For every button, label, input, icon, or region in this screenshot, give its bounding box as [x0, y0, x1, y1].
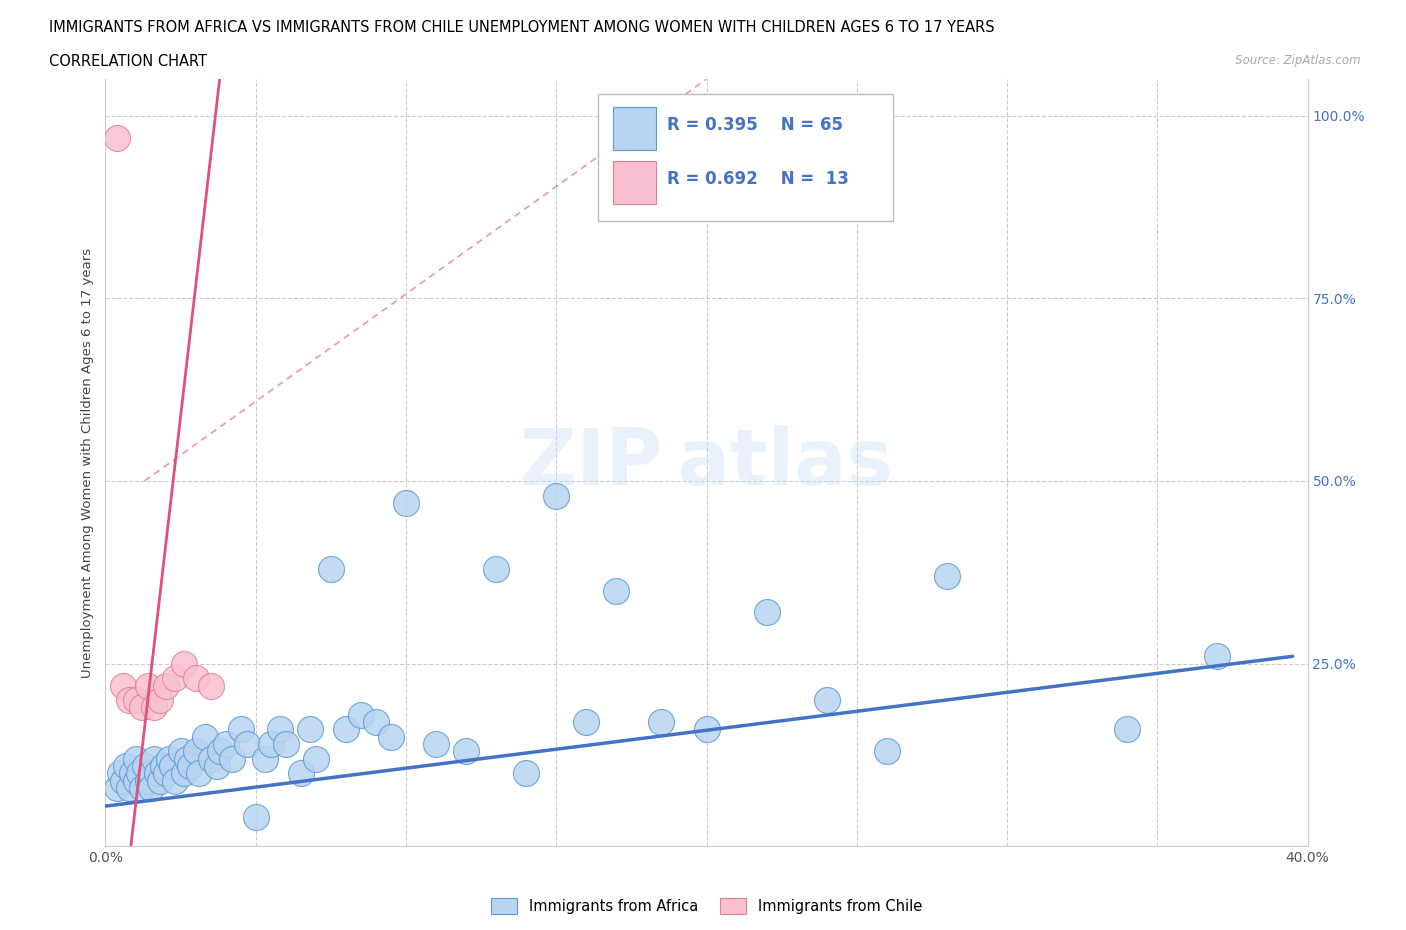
Point	[131, 780, 153, 795]
Point	[173, 657, 195, 671]
Point	[269, 722, 291, 737]
Point	[395, 496, 418, 511]
Point	[118, 780, 141, 795]
Point	[650, 714, 672, 729]
Text: Source: ZipAtlas.com: Source: ZipAtlas.com	[1236, 54, 1361, 67]
Point	[145, 765, 167, 780]
Point	[1116, 722, 1139, 737]
Point	[936, 568, 959, 583]
Point	[208, 744, 231, 759]
Point	[148, 693, 170, 708]
Point	[200, 751, 222, 766]
Point	[755, 605, 778, 620]
Text: R = 0.395    N = 65: R = 0.395 N = 65	[666, 116, 842, 134]
Point	[454, 744, 477, 759]
Point	[274, 737, 297, 751]
Point	[155, 678, 177, 693]
Point	[110, 765, 132, 780]
Point	[131, 700, 153, 715]
Point	[139, 780, 162, 795]
Point	[319, 561, 342, 576]
Point	[350, 708, 373, 723]
Point	[221, 751, 243, 766]
Point	[163, 671, 186, 685]
Point	[364, 714, 387, 729]
FancyBboxPatch shape	[599, 95, 893, 221]
Point	[290, 765, 312, 780]
Point	[260, 737, 283, 751]
Point	[380, 729, 402, 744]
Text: IMMIGRANTS FROM AFRICA VS IMMIGRANTS FROM CHILE UNEMPLOYMENT AMONG WOMEN WITH CH: IMMIGRANTS FROM AFRICA VS IMMIGRANTS FRO…	[49, 20, 995, 35]
Point	[245, 810, 267, 825]
FancyBboxPatch shape	[613, 108, 657, 151]
Point	[160, 759, 183, 774]
Point	[152, 759, 174, 774]
Point	[107, 780, 129, 795]
Point	[229, 722, 252, 737]
Point	[298, 722, 321, 737]
Point	[253, 751, 276, 766]
Point	[815, 693, 838, 708]
Point	[425, 737, 447, 751]
Point	[184, 744, 207, 759]
Point	[515, 765, 537, 780]
Y-axis label: Unemployment Among Women with Children Ages 6 to 17 years: Unemployment Among Women with Children A…	[80, 247, 94, 678]
Point	[124, 751, 146, 766]
Point	[112, 773, 135, 788]
Point	[124, 773, 146, 788]
Point	[121, 765, 143, 780]
Point	[148, 773, 170, 788]
Point	[485, 561, 508, 576]
Point	[605, 583, 627, 598]
Point	[696, 722, 718, 737]
Point	[155, 765, 177, 780]
Legend: Immigrants from Africa, Immigrants from Chile: Immigrants from Africa, Immigrants from …	[485, 892, 928, 920]
Point	[876, 744, 898, 759]
Point	[173, 765, 195, 780]
Point	[124, 693, 146, 708]
Point	[575, 714, 598, 729]
Text: ZIP atlas: ZIP atlas	[520, 425, 893, 500]
Point	[115, 759, 138, 774]
Point	[128, 765, 150, 780]
Point	[142, 700, 165, 715]
Point	[179, 759, 201, 774]
Point	[118, 693, 141, 708]
Point	[335, 722, 357, 737]
Point	[235, 737, 257, 751]
Point	[214, 737, 236, 751]
Point	[107, 130, 129, 145]
Point	[139, 765, 162, 780]
Point	[184, 671, 207, 685]
Point	[142, 751, 165, 766]
FancyBboxPatch shape	[613, 161, 657, 204]
Point	[112, 678, 135, 693]
Point	[136, 678, 159, 693]
Point	[205, 759, 228, 774]
Point	[157, 751, 180, 766]
Point	[163, 773, 186, 788]
Text: CORRELATION CHART: CORRELATION CHART	[49, 54, 207, 69]
Point	[136, 773, 159, 788]
Text: R = 0.692    N =  13: R = 0.692 N = 13	[666, 170, 849, 188]
Point	[305, 751, 328, 766]
Point	[176, 751, 198, 766]
Point	[200, 678, 222, 693]
Point	[187, 765, 209, 780]
Point	[194, 729, 217, 744]
Point	[1206, 649, 1229, 664]
Point	[169, 744, 191, 759]
Point	[134, 759, 156, 774]
Point	[546, 488, 568, 503]
